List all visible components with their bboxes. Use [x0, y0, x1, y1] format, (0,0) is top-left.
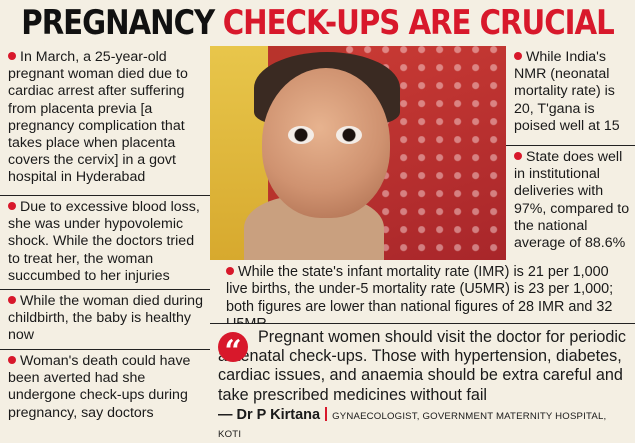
- doctor-quote: “ Pregnant women should visit the doctor…: [210, 324, 635, 440]
- fact-text: In March, a 25-year-old pregnant woman d…: [8, 49, 188, 186]
- divider: [325, 406, 328, 421]
- quote-author-role: GYNAECOLOGIST, GOVERNMENT MATERNITY HOSP…: [218, 410, 607, 440]
- headline-part1: PREGNANCY: [21, 3, 215, 43]
- baby-face: [262, 68, 390, 218]
- fact-box-imr: While the state's infant mortality rate …: [210, 260, 635, 332]
- baby-eye-icon: [288, 126, 314, 144]
- fact-box-deliveries: State does well in institutional deliver…: [506, 146, 635, 260]
- bullet-icon: [8, 356, 16, 364]
- fact-box-baby: While the woman died during childbirth, …: [0, 290, 210, 350]
- bullet-icon: [514, 52, 522, 60]
- fact-text: While the woman died during childbirth, …: [8, 293, 203, 344]
- headline: PREGNANCY CHECK-UPS ARE CRUCIAL: [21, 0, 615, 46]
- fact-box-incident: In March, a 25-year-old pregnant woman d…: [0, 46, 210, 196]
- fact-text: While the state's infant mortality rate …: [226, 264, 614, 332]
- quote-icon: “: [218, 332, 248, 369]
- bullet-icon: [8, 52, 16, 60]
- fact-text: State does well in institutional deliver…: [514, 149, 630, 252]
- fact-box-averted: Woman's death could have been averted ha…: [0, 350, 210, 435]
- quote-attribution: — Dr P Kirtana GYNAECOLOGIST, GOVERNMENT …: [218, 406, 627, 443]
- fact-text: While India's NMR (neonatal mortality ra…: [514, 49, 620, 134]
- fact-box-nmr: While India's NMR (neonatal mortality ra…: [506, 46, 635, 146]
- bullet-icon: [8, 296, 16, 304]
- baby-photo: [210, 46, 506, 260]
- quote-author: — Dr P Kirtana: [218, 406, 321, 423]
- bullet-icon: [8, 202, 16, 210]
- bullet-icon: [226, 267, 234, 275]
- bullet-icon: [514, 152, 522, 160]
- baby-eye-icon: [336, 126, 362, 144]
- fact-text: Due to excessive blood loss, she was und…: [8, 199, 200, 284]
- fact-box-blood-loss: Due to excessive blood loss, she was und…: [0, 196, 210, 290]
- quote-text: Pregnant women should visit the doctor f…: [218, 328, 627, 404]
- headline-part2: CHECK-UPS ARE CRUCIAL: [222, 3, 615, 43]
- fact-text: Woman's death could have been averted ha…: [8, 353, 191, 421]
